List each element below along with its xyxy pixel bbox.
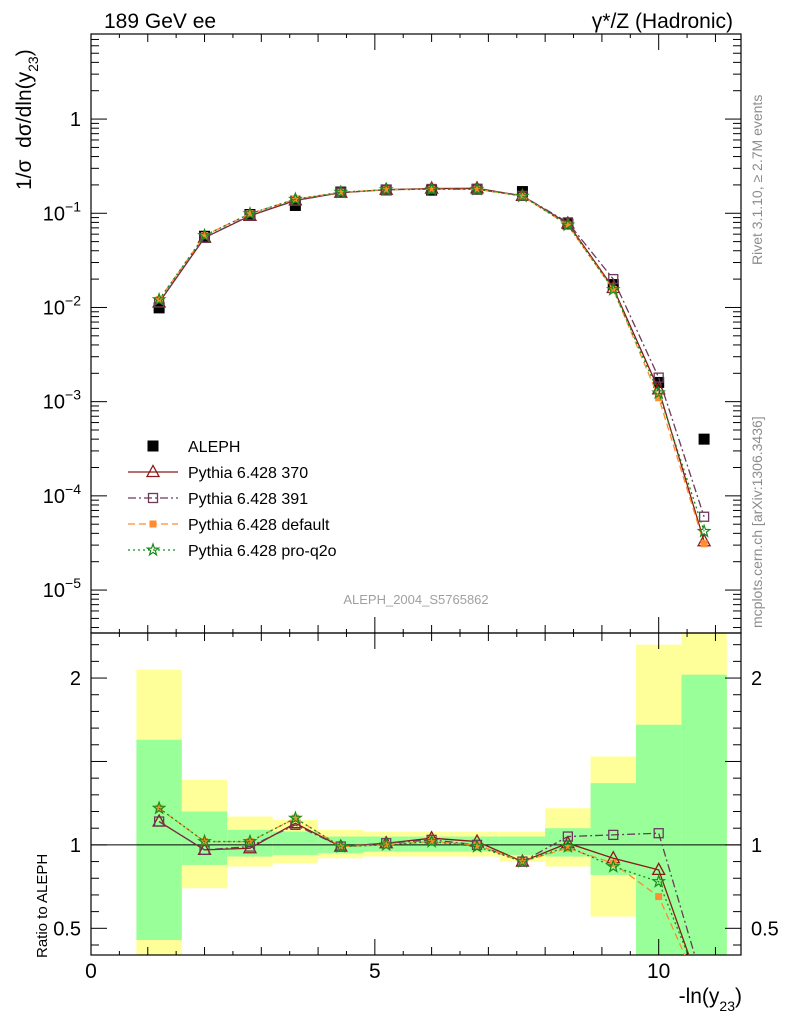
- ratio-ylabel: Ratio to ALEPH: [34, 854, 51, 958]
- legend-label: Pythia 6.428 391: [188, 491, 308, 508]
- point-filled-square: [609, 859, 617, 867]
- chart-legend: ALEPH Pythia 6.428 370 Pythia 6.428 391 Pyt…: [128, 439, 337, 560]
- point-star: [560, 217, 576, 232]
- point-star: [605, 281, 621, 296]
- y-tick-label: 10−2: [43, 292, 81, 319]
- point-star: [287, 191, 303, 206]
- watermark: ALEPH_2004_S5765862: [343, 592, 488, 607]
- ratio-y-tick-label-right: 2: [751, 668, 762, 690]
- point-filled-square: [382, 186, 390, 194]
- band-inner: [499, 836, 546, 855]
- point-star: [560, 838, 576, 853]
- y-tick-label: 1: [70, 109, 81, 131]
- point-star: [287, 810, 303, 825]
- point-square: [147, 440, 159, 452]
- point-filled-square: [428, 185, 436, 193]
- point-filled-square: [291, 814, 299, 822]
- point-filled-square: [201, 232, 209, 240]
- x-tick-label: 5: [369, 960, 381, 983]
- point-star: [696, 523, 712, 538]
- point-filled-square: [428, 838, 436, 846]
- point-filled-square: [518, 192, 526, 200]
- x-tick-label: 0: [85, 960, 97, 983]
- point-star: [378, 181, 394, 196]
- ratio-y-tick-label-right: 1: [751, 835, 762, 857]
- point-open-square: [653, 828, 664, 839]
- rivet-label: Rivet 3.1.10, ≥ 2.7M events: [749, 95, 765, 265]
- point-filled-square: [149, 520, 157, 528]
- ratio-uncertainty-bands: [136, 633, 727, 955]
- band-inner: [272, 831, 319, 855]
- point-star: [378, 837, 394, 852]
- point-star: [651, 385, 667, 400]
- point-star: [151, 800, 167, 815]
- ratio-y-tick-label-right: 0.5: [751, 918, 779, 940]
- point-star: [145, 542, 161, 557]
- y-tick-label: 10−5: [43, 575, 81, 602]
- point-filled-square: [473, 185, 481, 193]
- point-open-square: [653, 372, 664, 383]
- y-tick-label: 10−1: [43, 198, 81, 225]
- point-square: [698, 433, 710, 445]
- point-star: [605, 858, 621, 873]
- point-open-square: [147, 492, 159, 504]
- main-series: [151, 180, 712, 548]
- point-star: [424, 833, 440, 848]
- point-star: [651, 873, 667, 888]
- ratio-y-tick-label: 1: [70, 835, 81, 857]
- point-open-square: [608, 829, 619, 841]
- ratio-frame: [90, 632, 742, 956]
- point-open-square: [153, 816, 165, 827]
- point-star: [333, 838, 349, 853]
- legend-label: Pythia 6.428 default: [188, 517, 330, 534]
- point-star: [424, 181, 440, 196]
- point-filled-square: [246, 210, 254, 218]
- mcplots-label: mcplots.cern.ch [arXiv:1306.3436]: [749, 416, 765, 628]
- point-filled-square: [655, 893, 663, 901]
- header-left: 189 GeV ee: [104, 10, 216, 33]
- main-ylabel: 1/σ dσ/dln(y23): [13, 49, 41, 190]
- point-square: [153, 302, 165, 314]
- point-star: [333, 184, 349, 199]
- point-filled-square: [564, 221, 572, 229]
- point-open-square: [199, 844, 210, 856]
- point-star: [514, 853, 530, 868]
- legend-label: ALEPH: [188, 439, 240, 456]
- xlabel: -ln(y23): [679, 985, 742, 1014]
- y-tick-label: 10−4: [43, 481, 81, 508]
- point-star: [197, 227, 212, 242]
- point-star: [469, 181, 485, 196]
- ratio-line-pq2o: [158, 807, 689, 955]
- point-star: [197, 833, 212, 848]
- band-inner: [136, 739, 182, 940]
- point-filled-square: [337, 188, 345, 196]
- chart-axes: 0 5 10 10−5 10−4 10−3 10−2 10−1 1 0.5 0.5 1 1 2 2: [43, 33, 779, 983]
- point-star: [514, 188, 530, 203]
- y-tick-label: 10−3: [43, 387, 81, 414]
- band-inner: [635, 724, 682, 955]
- x-tick-label: 10: [647, 960, 670, 983]
- point-star: [469, 838, 485, 853]
- chart-series: [151, 180, 712, 955]
- band-inner: [681, 674, 727, 955]
- ratio-y-tick-label: 0.5: [53, 918, 81, 940]
- point-star: [151, 291, 167, 306]
- point-filled-square: [564, 844, 572, 852]
- series-line-p370: [158, 187, 705, 542]
- point-star: [242, 833, 258, 848]
- ratio-series: [151, 800, 696, 955]
- legend-label: Pythia 6.428 pro-q2o: [188, 543, 337, 560]
- point-filled-square: [655, 394, 663, 402]
- point-filled-square: [609, 286, 617, 294]
- point-triangle: [145, 464, 161, 478]
- legend-label: Pythia 6.428 370: [188, 465, 308, 482]
- point-star: [242, 205, 258, 220]
- point-filled-square: [700, 540, 708, 548]
- header-right: γ*/Z (Hadronic): [592, 10, 733, 33]
- point-filled-square: [473, 841, 481, 849]
- ratio-y-tick-label: 2: [70, 668, 81, 690]
